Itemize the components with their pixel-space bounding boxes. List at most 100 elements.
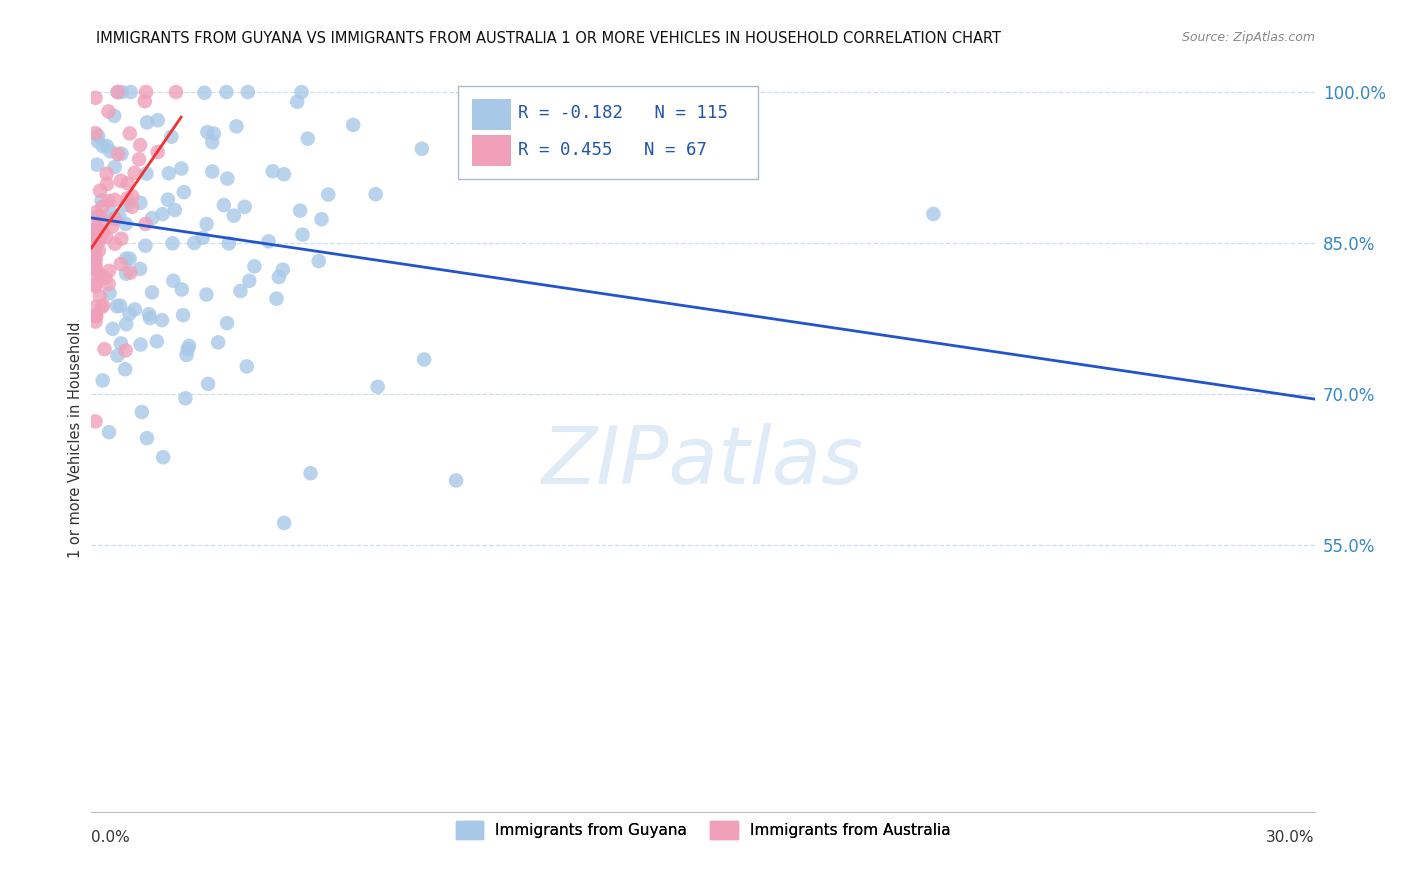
Point [87,229,110,244]
Point [266,292,288,306]
FancyBboxPatch shape [472,135,510,166]
Point [195,125,218,139]
Point [84,277,107,292]
Point [267,270,290,285]
Point [291,227,314,242]
Point [86,233,108,247]
Point [97,277,120,291]
Point [215,316,238,330]
Point [271,262,294,277]
Point [364,187,387,202]
Point [238,274,260,288]
Point [311,212,333,227]
Point [135,167,157,181]
Point [98,145,121,159]
Point [129,195,152,210]
Point [156,193,179,207]
Point [183,235,205,250]
Point [94,230,117,244]
Point [89,234,111,248]
Point [139,311,162,326]
Point [176,343,198,357]
Text: IMMIGRANTS FROM GUYANA VS IMMIGRANTS FROM AUSTRALIA 1 OR MORE VEHICLES IN HOUSEH: IMMIGRANTS FROM GUYANA VS IMMIGRANTS FRO… [96,31,1001,46]
Point [84,267,107,281]
Point [229,284,252,298]
Point [413,352,436,367]
Point [96,177,118,191]
Point [104,236,127,251]
Point [87,225,110,239]
Point [160,129,183,144]
Point [124,302,146,317]
Point [162,236,184,251]
Point [297,131,319,145]
Point [84,91,107,105]
Point [84,205,107,219]
Point [110,174,132,188]
Point [96,167,118,181]
Point [135,217,157,231]
Point [367,380,389,394]
Point [170,283,193,297]
Point [84,414,107,428]
Point [288,203,311,218]
Point [96,139,118,153]
Point [97,104,120,119]
Point [110,146,132,161]
Point [91,374,114,388]
Point [152,450,174,465]
Point [90,300,112,314]
Point [98,264,121,278]
Point [162,274,184,288]
Point [103,109,125,123]
Point [101,322,124,336]
Point [165,85,187,99]
Point [273,516,295,530]
Text: 30.0%: 30.0% [1267,830,1315,845]
Text: 0.0%: 0.0% [91,830,131,845]
Point [120,266,142,280]
Point [94,270,117,285]
Point [136,431,159,445]
FancyBboxPatch shape [458,86,758,178]
Point [100,205,122,219]
Point [89,184,111,198]
Point [195,287,218,301]
Text: Source: ZipAtlas.com: Source: ZipAtlas.com [1181,31,1315,45]
Point [115,267,138,281]
Point [170,161,193,176]
Point [138,307,160,321]
Text: R = -0.182   N = 115: R = -0.182 N = 115 [519,104,728,122]
Point [118,252,141,266]
Point [84,309,107,323]
Point [134,95,156,109]
Point [212,198,235,212]
Point [87,135,110,149]
Point [342,118,364,132]
Point [207,335,229,350]
Point [174,392,197,406]
Point [146,334,169,349]
Point [89,267,111,281]
Point [84,308,107,322]
Point [131,405,153,419]
Legend: Immigrants from Guyana, Immigrants from Australia: Immigrants from Guyana, Immigrants from … [450,815,956,845]
Point [104,193,127,207]
Point [84,230,107,244]
Point [150,313,173,327]
Point [129,261,152,276]
Point [91,139,114,153]
Point [108,299,131,313]
Point [117,177,139,191]
Point [87,128,110,143]
Point [115,252,138,266]
Point [152,207,174,221]
Point [273,167,295,181]
Point [290,85,312,99]
Text: ZIPatlas: ZIPatlas [541,423,865,500]
Point [115,317,138,331]
Point [107,85,129,99]
Point [202,127,225,141]
Point [157,166,180,180]
Point [193,86,215,100]
